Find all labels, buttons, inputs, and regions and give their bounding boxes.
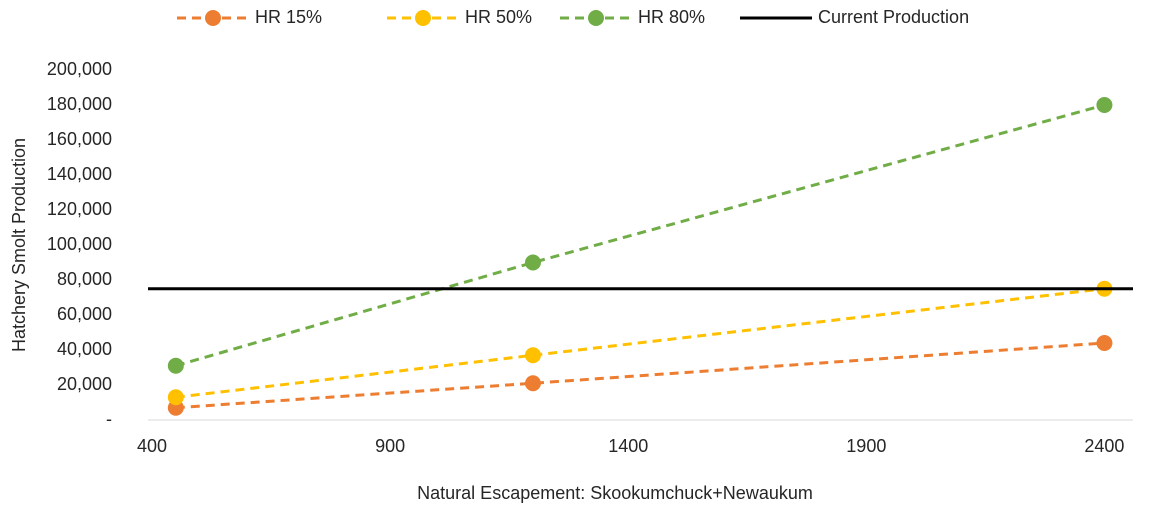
y-tick-label: 120,000 (47, 199, 112, 219)
legend-marker (205, 10, 221, 26)
legend-label: HR 80% (638, 7, 705, 27)
series-line (175, 341, 1105, 410)
data-point (524, 254, 541, 271)
y-tick-label: 40,000 (57, 339, 112, 359)
data-point (1096, 97, 1113, 113)
data-point (524, 375, 541, 392)
y-tick-label: 140,000 (47, 164, 112, 184)
y-tick-label: 80,000 (57, 269, 112, 289)
x-tick-label: 1400 (608, 436, 648, 456)
series-line (175, 287, 1105, 399)
x-tick-label: 400 (137, 436, 167, 456)
legend-marker (588, 10, 604, 26)
y-tick-label: 100,000 (47, 234, 112, 254)
y-tick-label: 20,000 (57, 374, 112, 394)
legend-label: HR 15% (255, 7, 322, 27)
data-point (167, 357, 184, 374)
y-axis-title: Hatchery Smolt Production (9, 138, 29, 352)
y-tick-label: 60,000 (57, 304, 112, 324)
x-axis-title: Natural Escapement: Skookumchuck+Newauku… (417, 483, 813, 503)
data-point (167, 389, 184, 406)
x-tick-label: 900 (375, 436, 405, 456)
x-tick-label: 1900 (846, 436, 886, 456)
legend-marker (415, 10, 431, 26)
y-tick-label: 200,000 (47, 59, 112, 79)
y-tick-label: - (106, 409, 112, 429)
legend-label: Current Production (818, 7, 969, 27)
y-tick-label: 160,000 (47, 129, 112, 149)
data-point (1096, 335, 1113, 351)
y-tick-label: 180,000 (47, 94, 112, 114)
x-tick-label: 2400 (1084, 436, 1124, 456)
series-line (175, 103, 1105, 368)
data-point (524, 347, 541, 364)
legend-label: HR 50% (465, 7, 532, 27)
